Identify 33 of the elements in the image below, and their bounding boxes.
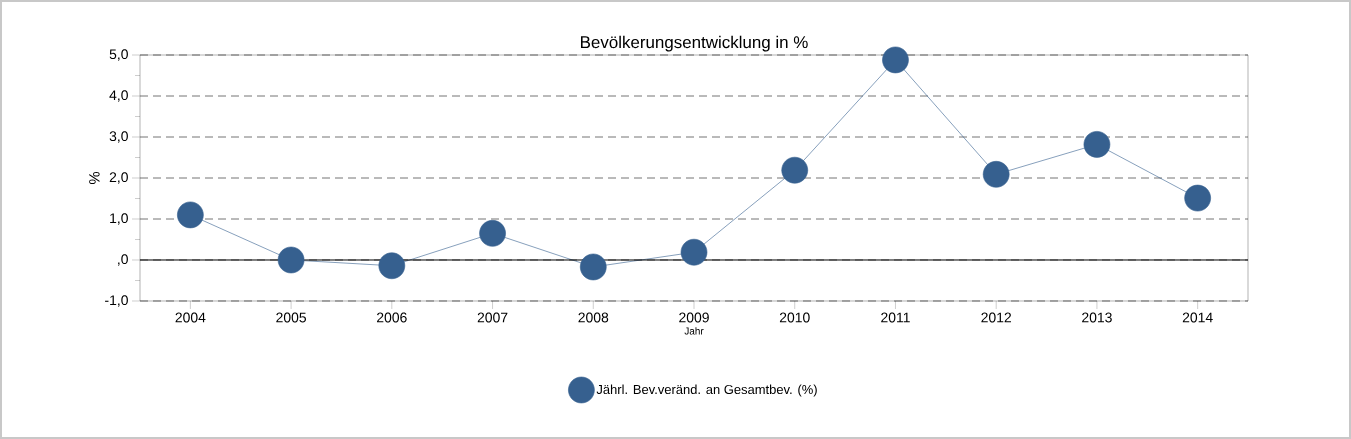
y-tick-label: 2,0 (109, 172, 128, 184)
point (781, 156, 809, 184)
y-tick-label: 1,0 (110, 213, 128, 225)
x-tick-label: 2008 (578, 312, 609, 323)
y-tick-label: 5,0 (109, 49, 128, 61)
y-tick-label: ,0 (118, 254, 128, 266)
point (579, 253, 607, 281)
point (1083, 131, 1111, 158)
x-axis-title: Jahr (684, 327, 704, 335)
chart-title: Bevölkerungsentwicklung in % (581, 35, 808, 52)
x-tick-label: 2007 (477, 312, 508, 323)
point (882, 46, 909, 74)
point (1184, 184, 1211, 212)
x-tick-label: 2006 (377, 312, 407, 323)
y-tick-label: -1,0 (105, 295, 128, 307)
x-tick-label: 2005 (276, 312, 307, 323)
y-tick-label: 3,0 (109, 131, 128, 143)
point (479, 220, 506, 247)
x-tick-label: 2011 (881, 312, 910, 323)
point (378, 252, 406, 280)
y-axis-title: % (89, 171, 100, 185)
point (277, 246, 305, 274)
point (177, 201, 204, 229)
x-tick-label: 2014 (1182, 312, 1213, 323)
point (680, 238, 708, 266)
x-tick-label: 2010 (779, 312, 810, 323)
x-tick-label: 2012 (981, 312, 1011, 323)
x-tick-label: 2004 (175, 312, 206, 323)
point (982, 161, 1010, 188)
legend-label: Jährl. Bev.veränd. an Gesamtbev. (%) (596, 384, 817, 397)
y-tick-label: 4,0 (109, 90, 128, 102)
x-tick-label: 2013 (1082, 312, 1112, 323)
x-tick-label: 2009 (679, 312, 709, 323)
